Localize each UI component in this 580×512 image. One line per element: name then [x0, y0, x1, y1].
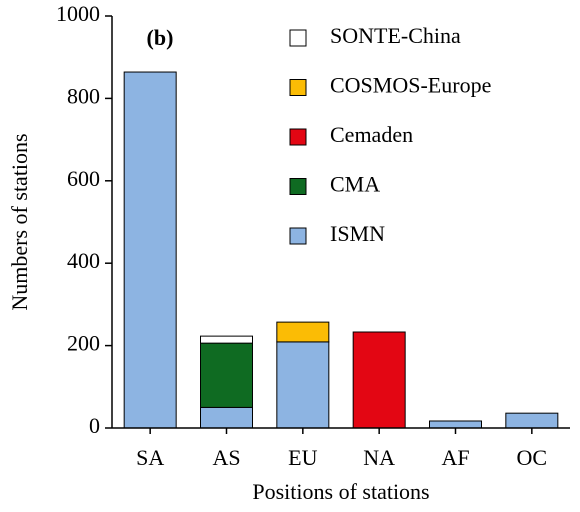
- legend-label: CMA: [330, 172, 380, 197]
- x-tick-label: AF: [441, 445, 469, 470]
- legend-swatch: [289, 128, 307, 146]
- x-tick-label: EU: [288, 445, 317, 470]
- x-tick-label: NA: [363, 445, 395, 470]
- legend-label: ISMN: [330, 221, 385, 246]
- x-axis-label: Positions of stations: [252, 479, 429, 504]
- bar-segment: [276, 321, 330, 343]
- bar-segment: [200, 342, 253, 408]
- y-tick-label: 200: [67, 331, 100, 356]
- y-tick-label: 1000: [56, 1, 100, 26]
- bar-segment: [200, 406, 253, 429]
- bar-segment: [276, 341, 330, 429]
- legend-swatch: [289, 178, 307, 195]
- y-tick-label: 0: [89, 413, 100, 438]
- y-axis-label: Numbers of stations: [7, 133, 32, 310]
- x-tick-label: AS: [212, 445, 240, 470]
- legend-label: SONTE-China: [330, 23, 461, 48]
- y-tick-label: 400: [67, 248, 100, 273]
- legend-label: Cemaden: [330, 122, 413, 147]
- bar-segment: [505, 412, 559, 429]
- bar-segment: [123, 71, 177, 429]
- bar-segment: [352, 331, 406, 429]
- bar-segment: [429, 420, 482, 429]
- legend-swatch: [289, 227, 307, 245]
- y-tick-label: 600: [67, 166, 100, 191]
- x-tick-label: SA: [136, 445, 164, 470]
- y-tick-label: 800: [67, 83, 100, 108]
- bar-segment: [200, 335, 253, 344]
- panel-label: (b): [147, 25, 174, 50]
- legend-label: COSMOS-Europe: [330, 73, 491, 98]
- legend-swatch: [289, 29, 307, 47]
- legend-swatch: [289, 79, 307, 96]
- x-tick-label: OC: [517, 445, 548, 470]
